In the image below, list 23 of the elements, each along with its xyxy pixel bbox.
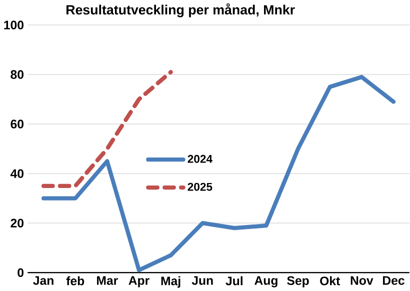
chart-title: Resultatutveckling per månad, Mnkr xyxy=(66,3,295,18)
x-tick-label: Okt xyxy=(320,276,340,286)
y-tick-label: 100 xyxy=(4,20,24,30)
x-tick-label: Mar xyxy=(97,276,118,285)
x-tick-label: feb xyxy=(66,276,84,286)
x-tick-label: Sep xyxy=(287,276,309,288)
x-tick-label: Dec xyxy=(382,276,404,285)
y-tick-label: 20 xyxy=(10,218,24,228)
line-series xyxy=(41,70,173,188)
x-tick-label: Jun xyxy=(192,276,213,285)
x-tick-label: Jan xyxy=(33,276,54,285)
x-tick-label: Aug xyxy=(254,276,278,288)
y-tick-label: 80 xyxy=(10,70,24,79)
legend-label: 2025 xyxy=(188,182,212,191)
y-tick-label: 0 xyxy=(18,268,24,277)
x-tick-label: Nov xyxy=(350,276,374,285)
line-series xyxy=(41,74,396,272)
y-tick-label: 40 xyxy=(10,169,24,178)
x-tick-label: Apr xyxy=(128,276,150,288)
x-tick-label: Jul xyxy=(226,276,242,286)
y-tick-label: 60 xyxy=(10,120,24,128)
legend-label: 2024 xyxy=(188,154,212,163)
x-tick-label: Maj xyxy=(161,276,180,288)
